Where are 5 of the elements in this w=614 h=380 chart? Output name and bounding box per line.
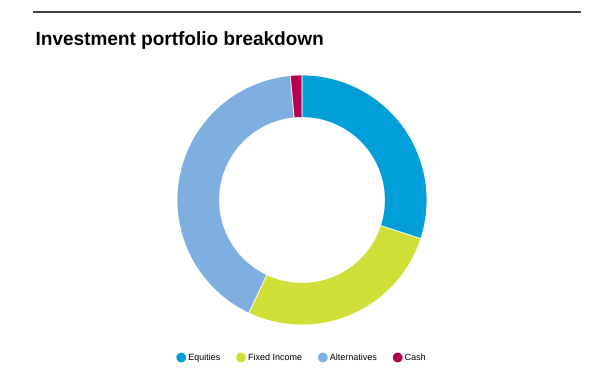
legend-label: Fixed Income xyxy=(248,353,302,360)
legend-label: Cash xyxy=(405,353,426,360)
legend-label: Equities xyxy=(188,353,220,362)
chart-title: Investment portfolio breakdown xyxy=(36,31,323,49)
legend-label: Alternatives xyxy=(330,353,376,360)
